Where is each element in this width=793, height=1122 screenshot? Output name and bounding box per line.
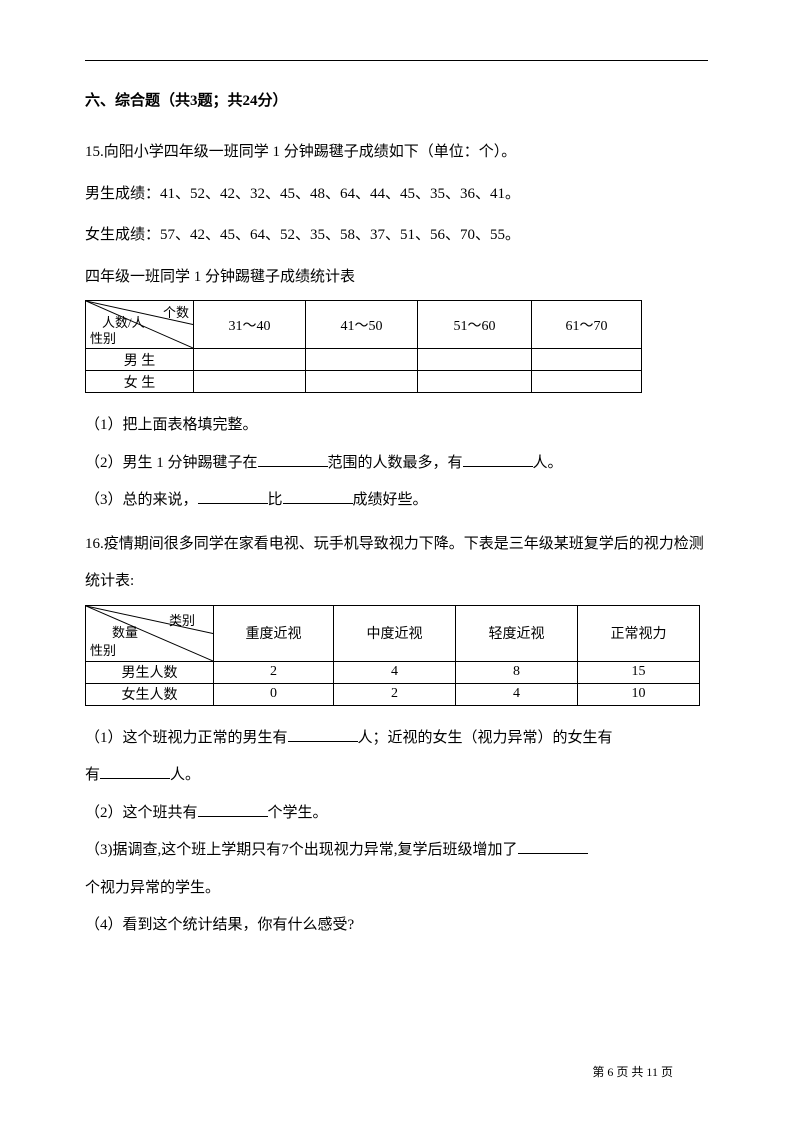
q15-head-bottom: 性别 bbox=[90, 328, 116, 347]
q15-row1-label: 男 生 bbox=[86, 349, 194, 371]
q15-r1c3[interactable] bbox=[418, 349, 532, 371]
q15-sub2-a: （2）男生 1 分钟踢毽子在 bbox=[85, 455, 258, 471]
q15-r2c2[interactable] bbox=[306, 371, 418, 393]
section-title: 六、综合题（共3题；共24分） bbox=[85, 89, 708, 110]
q16-col-1: 重度近视 bbox=[214, 605, 334, 661]
q15-sub2-b: 范围的人数最多，有 bbox=[328, 455, 463, 471]
footer-page: 6 bbox=[607, 1065, 613, 1079]
q15-r1c1[interactable] bbox=[194, 349, 306, 371]
q16-intro-text: 疫情期间很多同学在家看电视、玩手机导致视力下降。下表是三年级某班复学后的视力检测… bbox=[85, 536, 704, 590]
q16-sub4: （4）看到这个统计结果，你有什么感受? bbox=[85, 907, 708, 945]
q16-table: 类别 数量 性别 重度近视 中度近视 轻度近视 正常视力 男生人数 2 4 8 … bbox=[85, 605, 700, 706]
q15-table: 个数 人数/人 性别 31～40 41～50 51～60 61～70 男 生 女… bbox=[85, 300, 642, 393]
q16-r2c3: 4 bbox=[456, 683, 578, 705]
q15-r2c4[interactable] bbox=[532, 371, 642, 393]
q16-r1c2: 4 bbox=[334, 661, 456, 683]
q15-col-4: 61～70 bbox=[532, 301, 642, 349]
q16-sub2: （2）这个班共有 个学生。 bbox=[85, 795, 708, 833]
q15-table-caption: 四年级一班同学 1 分钟踢毽子成绩统计表 bbox=[85, 259, 708, 297]
q15-sub1: （1）把上面表格填完整。 bbox=[85, 407, 708, 445]
blank-input[interactable] bbox=[463, 452, 533, 467]
q16-sub2-a: （2）这个班共有 bbox=[85, 805, 198, 821]
q15-r2c3[interactable] bbox=[418, 371, 532, 393]
q16-r1c1: 2 bbox=[214, 661, 334, 683]
q15-sub3: （3）总的来说， 比 成绩好些。 bbox=[85, 482, 708, 520]
q15-col-2: 41～50 bbox=[306, 301, 418, 349]
q15-row2-label: 女 生 bbox=[86, 371, 194, 393]
q15-r1c2[interactable] bbox=[306, 349, 418, 371]
q16-sub1: （1）这个班视力正常的男生有 人；近视的女生（视力异常）的女生有 bbox=[85, 720, 708, 758]
footer-a: 第 bbox=[592, 1065, 604, 1079]
q15-r2c1[interactable] bbox=[194, 371, 306, 393]
q16-col-3: 轻度近视 bbox=[456, 605, 578, 661]
q16-head-mid: 数量 bbox=[112, 622, 138, 641]
q16-sub1-b: 人；近视的女生（视力异常）的女生有 bbox=[358, 730, 613, 746]
section-q-count: 3 bbox=[190, 93, 198, 109]
q16-head-top: 类别 bbox=[169, 610, 195, 629]
q15-sub3-c: 成绩好些。 bbox=[353, 492, 428, 508]
q15-col-1: 31～40 bbox=[194, 301, 306, 349]
q16-intro: 16.疫情期间很多同学在家看电视、玩手机导致视力下降。下表是三年级某班复学后的视… bbox=[85, 526, 708, 601]
q15-sub2: （2）男生 1 分钟踢毽子在 范围的人数最多，有 人。 bbox=[85, 445, 708, 483]
q16-r2c1: 0 bbox=[214, 683, 334, 705]
q16-sub1-line2: 有 人。 bbox=[85, 757, 708, 795]
blank-input[interactable] bbox=[288, 727, 358, 742]
q15-head-top: 个数 bbox=[163, 302, 189, 321]
q16-sub3-a: （3)据调查,这个班上学期只有7个出现视力异常,复学后班级增加了 bbox=[85, 842, 518, 858]
blank-input[interactable] bbox=[198, 802, 268, 817]
q16-sub2-b: 个学生。 bbox=[268, 805, 328, 821]
section-title-mid: 题；共 bbox=[198, 93, 243, 109]
blank-input[interactable] bbox=[258, 452, 328, 467]
blank-input[interactable] bbox=[518, 839, 588, 854]
q15-girls-scores: 女生成绩：57、42、45、64、52、35、58、37、51、56、70、55… bbox=[85, 217, 708, 255]
q16-sub3: （3)据调查,这个班上学期只有7个出现视力异常,复学后班级增加了 bbox=[85, 832, 708, 870]
q16-r1c4: 15 bbox=[578, 661, 700, 683]
q15-table-head-diag: 个数 人数/人 性别 bbox=[86, 301, 194, 349]
q16-row2-label: 女生人数 bbox=[86, 683, 214, 705]
q16-head-bottom: 性别 bbox=[90, 640, 116, 659]
section-title-suffix: 分） bbox=[258, 93, 288, 109]
footer-c: 页 bbox=[661, 1065, 673, 1079]
top-horizontal-rule bbox=[85, 60, 708, 61]
section-title-prefix: 六、综合题（共 bbox=[85, 93, 190, 109]
q15-sub2-c: 人。 bbox=[533, 455, 563, 471]
footer-b: 页 共 bbox=[616, 1065, 643, 1079]
page-footer: 第 6 页 共 11 页 bbox=[592, 1063, 673, 1080]
q16-number: 16. bbox=[85, 536, 104, 552]
q15-sub3-b: 比 bbox=[268, 492, 283, 508]
q16-sub1-c: 人。 bbox=[170, 767, 200, 783]
q15-intro-text: 向阳小学四年级一班同学 1 分钟踢毽子成绩如下（单位：个）。 bbox=[104, 144, 517, 160]
blank-input[interactable] bbox=[283, 489, 353, 504]
q16-col-4: 正常视力 bbox=[578, 605, 700, 661]
q16-sub1-a: （1）这个班视力正常的男生有 bbox=[85, 730, 288, 746]
q16-sub1-pre: 有 bbox=[85, 767, 100, 783]
q16-r2c2: 2 bbox=[334, 683, 456, 705]
q15-number: 15. bbox=[85, 144, 104, 160]
section-points: 24 bbox=[243, 93, 258, 109]
blank-input[interactable] bbox=[198, 489, 268, 504]
footer-total: 11 bbox=[646, 1065, 658, 1079]
q15-sub3-a: （3）总的来说， bbox=[85, 492, 198, 508]
q16-r2c4: 10 bbox=[578, 683, 700, 705]
q16-col-2: 中度近视 bbox=[334, 605, 456, 661]
q16-sub3-line2: 个视力异常的学生。 bbox=[85, 870, 708, 908]
blank-input[interactable] bbox=[100, 764, 170, 779]
q15-intro: 15.向阳小学四年级一班同学 1 分钟踢毽子成绩如下（单位：个）。 bbox=[85, 134, 708, 172]
q15-boys-scores: 男生成绩：41、52、42、32、45、48、64、44、45、35、36、41… bbox=[85, 176, 708, 214]
q16-row1-label: 男生人数 bbox=[86, 661, 214, 683]
q16-r1c3: 8 bbox=[456, 661, 578, 683]
q15-col-3: 51～60 bbox=[418, 301, 532, 349]
q15-r1c4[interactable] bbox=[532, 349, 642, 371]
q16-table-head-diag: 类别 数量 性别 bbox=[86, 605, 214, 661]
